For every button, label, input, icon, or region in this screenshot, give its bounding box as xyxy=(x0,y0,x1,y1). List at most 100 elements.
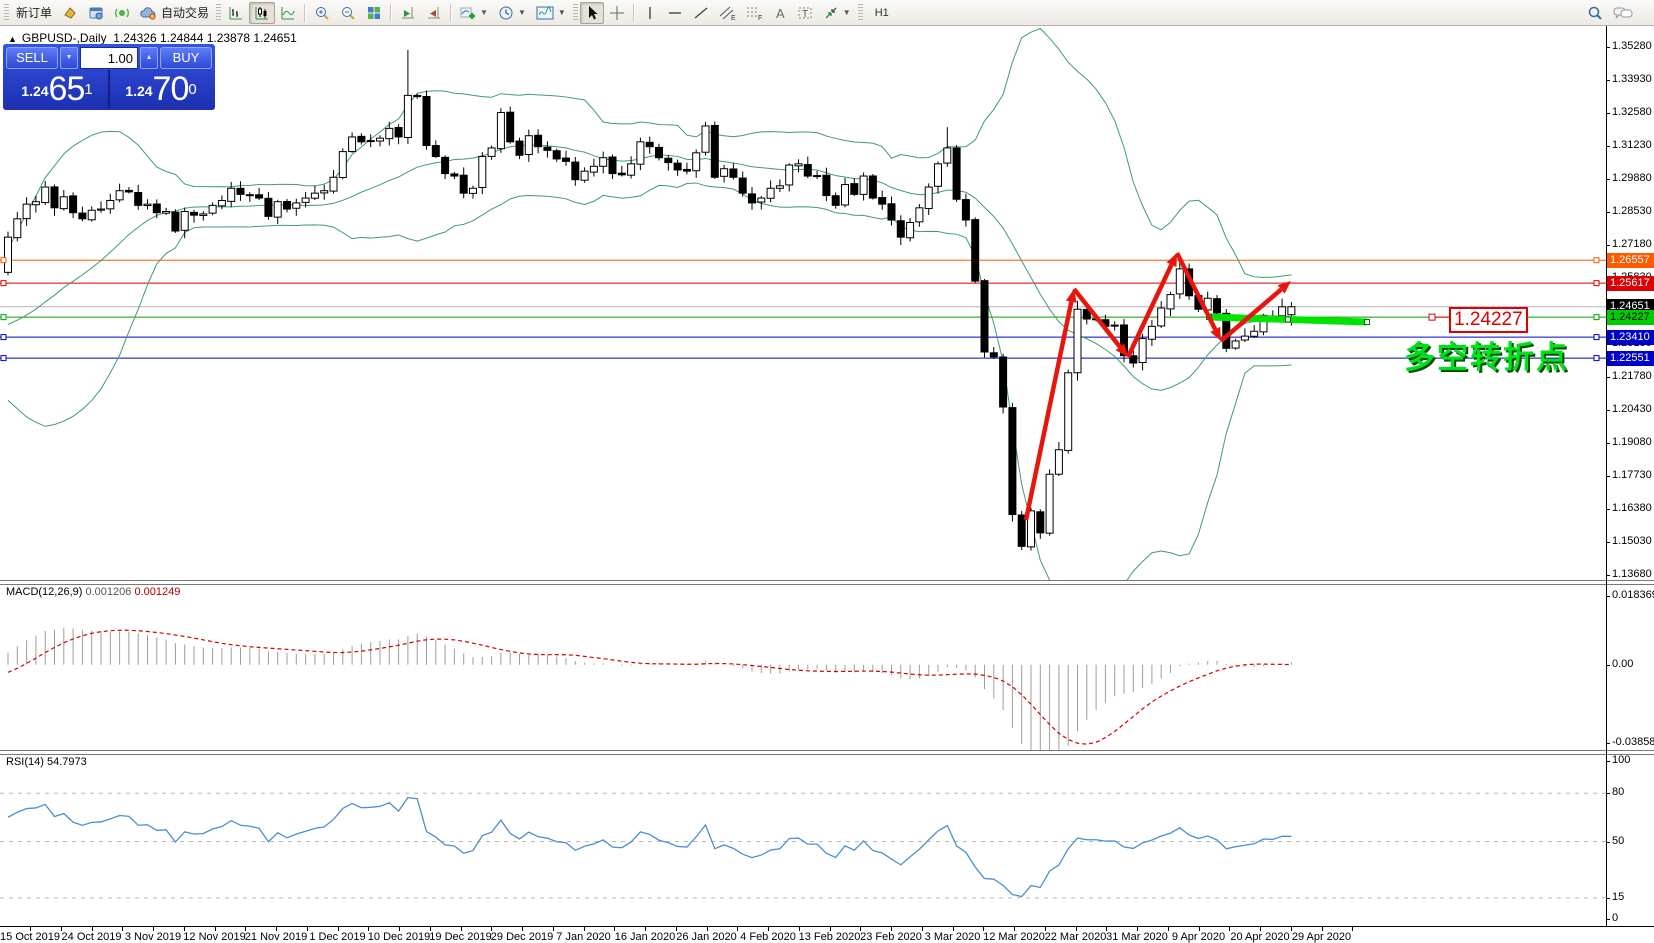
buy-button[interactable]: BUY xyxy=(160,47,212,69)
price-tick: 1.20430 xyxy=(1606,402,1652,415)
line-handle[interactable] xyxy=(1593,257,1600,264)
signals-icon[interactable] xyxy=(109,2,135,24)
rsi-label: RSI(14) 54.7973 xyxy=(6,756,87,768)
macd-main-value: 0.001206 xyxy=(85,586,132,598)
sell-price-prefix: 1.24 xyxy=(21,83,49,99)
line-handle[interactable] xyxy=(1593,280,1600,287)
search-icon xyxy=(1588,6,1602,20)
price-tick: 1.21780 xyxy=(1606,369,1652,382)
line-handle[interactable] xyxy=(0,355,7,362)
buy-price-pip: 0 xyxy=(188,81,197,98)
equidistant-channel-icon[interactable]: E xyxy=(714,2,741,24)
line-handle[interactable] xyxy=(0,280,7,287)
tile-windows-icon[interactable] xyxy=(361,2,387,24)
macd-panel[interactable] xyxy=(0,585,1606,750)
volume-input[interactable] xyxy=(80,47,138,69)
line-handle[interactable] xyxy=(0,334,7,341)
main-price-chart[interactable] xyxy=(0,26,1606,580)
sell-button[interactable]: SELL xyxy=(6,47,58,69)
signals-icon xyxy=(115,8,130,17)
date-tick xyxy=(399,927,400,931)
toolbar-drag-handle[interactable] xyxy=(857,3,863,22)
auto-scroll-icon xyxy=(402,6,415,18)
new-order-button[interactable]: 新订单 xyxy=(11,2,57,24)
level-badge: 1.22551 xyxy=(1607,350,1654,366)
date-label: 7 Jan 2020 xyxy=(556,931,611,943)
auto-scroll-icon[interactable] xyxy=(395,2,421,24)
line-handle[interactable] xyxy=(0,257,7,264)
level-badge: 1.25617 xyxy=(1607,275,1654,291)
market-watch-icon[interactable] xyxy=(57,2,83,24)
data-window-icon[interactable] xyxy=(83,2,109,24)
vertical-line-icon[interactable] xyxy=(638,2,662,24)
macd-signal-line xyxy=(7,629,1292,745)
panel-separator[interactable] xyxy=(0,580,1654,585)
chat-icon xyxy=(1613,7,1633,18)
candlestick-chart-icon xyxy=(255,6,269,19)
date-tick xyxy=(429,927,431,931)
date-tick xyxy=(737,927,739,931)
indicator-axis-tick: 100 xyxy=(1605,754,1631,766)
cursor-icon[interactable] xyxy=(579,1,604,24)
text-label-icon[interactable]: T xyxy=(792,2,818,24)
line-chart-icon[interactable] xyxy=(275,2,301,24)
bollinger-lower xyxy=(7,182,1292,580)
search-icon[interactable] xyxy=(1582,2,1608,24)
rsi-panel[interactable] xyxy=(0,754,1606,926)
buy-price[interactable]: 1.24 70 0 xyxy=(110,70,212,108)
macd-label: MACD(12,26,9) 0.001206 0.001249 xyxy=(6,586,180,598)
macd-signal-value: 0.001249 xyxy=(134,586,181,598)
svg-text:A: A xyxy=(776,6,785,21)
toolbar-drag-handle[interactable] xyxy=(216,3,222,22)
zoom-in-icon xyxy=(316,6,329,20)
chinese-annotation[interactable]: 多空转折点 xyxy=(1404,340,1569,375)
price-callout-label[interactable]: 1.24227 xyxy=(1449,307,1528,333)
crosshair-icon[interactable] xyxy=(604,2,630,24)
panel-separator[interactable] xyxy=(0,750,1654,755)
sell-price[interactable]: 1.24 65 1 xyxy=(6,70,110,108)
chevron-down-icon: ▼ xyxy=(480,8,488,17)
date-label: 23 Feb 2020 xyxy=(860,931,922,943)
trend-arrows[interactable] xyxy=(1023,251,1291,521)
date-label: 19 Dec 2019 xyxy=(429,931,492,943)
line-handle[interactable] xyxy=(1593,314,1600,321)
trendline-icon[interactable] xyxy=(688,2,714,24)
line-handle[interactable] xyxy=(1593,355,1600,362)
chat-icon[interactable] xyxy=(1608,2,1638,24)
line-handle[interactable] xyxy=(1285,316,1291,323)
volume-decrease-button[interactable]: ▼ xyxy=(60,47,78,69)
bar-chart-icon[interactable] xyxy=(223,2,249,24)
date-tick xyxy=(921,927,923,931)
date-tick xyxy=(183,927,185,931)
vertical-line-icon xyxy=(649,6,651,19)
candlestick-chart-icon[interactable] xyxy=(249,1,276,24)
text-icon[interactable]: A xyxy=(768,2,792,24)
bollinger-upper xyxy=(7,27,1292,278)
date-tick xyxy=(675,927,677,931)
toolbar-drag-handle[interactable] xyxy=(572,3,578,22)
zoom-out-icon[interactable] xyxy=(335,2,361,24)
zoom-in-icon[interactable] xyxy=(309,2,335,24)
chart-template-button[interactable]: ▼ xyxy=(531,2,571,24)
bar-chart-icon xyxy=(229,6,243,19)
fibonacci-icon[interactable]: F xyxy=(741,2,768,24)
collapse-arrow-icon[interactable]: ▲ xyxy=(8,34,17,44)
line-handle[interactable] xyxy=(1364,319,1370,325)
autotrading-button[interactable]: 自动交易 xyxy=(135,2,214,24)
price-tick: 1.33930 xyxy=(1606,72,1652,85)
toolbar-drag-handle[interactable] xyxy=(4,3,9,22)
horizontal-line-icon[interactable] xyxy=(662,2,688,24)
line-handle[interactable] xyxy=(0,314,7,321)
periods-clock-button[interactable]: ▼ xyxy=(493,2,531,24)
line-handle[interactable] xyxy=(1428,313,1436,321)
timeframe-h1[interactable]: H1 xyxy=(874,6,889,19)
indicator-axis-tick: 0 xyxy=(1605,912,1619,924)
line-handle[interactable] xyxy=(1593,334,1600,341)
add-indicator-button[interactable]: ▼ xyxy=(455,2,493,24)
indicator-axis-tick: -0.038585 xyxy=(1606,736,1654,748)
volume-increase-button[interactable]: ▲ xyxy=(140,47,158,69)
arrows-shapes-button[interactable]: ▼ xyxy=(818,2,856,24)
price-tick: 1.31230 xyxy=(1606,138,1652,151)
chart-shift-icon[interactable] xyxy=(421,2,447,24)
price-tick: 1.15030 xyxy=(1606,534,1652,547)
